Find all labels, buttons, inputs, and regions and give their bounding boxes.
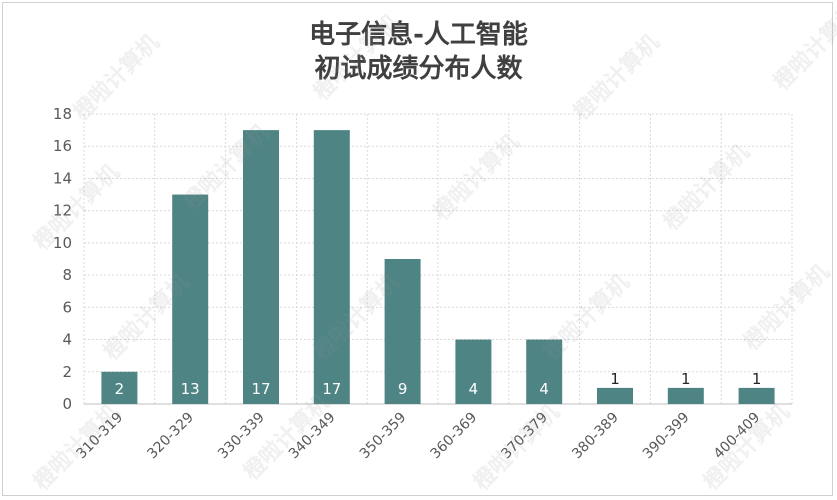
y-tick-label: 4 — [62, 331, 72, 349]
data-label: 4 — [469, 380, 479, 398]
x-tick-label: 350-359 — [357, 410, 410, 463]
data-label: 17 — [251, 380, 270, 398]
data-label: 1 — [610, 370, 620, 388]
x-tick-label: 370-379 — [498, 410, 551, 463]
data-label: 1 — [681, 370, 691, 388]
x-tick-label: 310-319 — [74, 410, 127, 463]
bar — [243, 130, 279, 404]
data-label: 4 — [539, 380, 549, 398]
bar — [526, 339, 563, 404]
bar — [597, 387, 633, 404]
x-tick-label: 320-329 — [144, 410, 197, 463]
data-label: 1 — [752, 370, 762, 388]
data-label: 2 — [115, 380, 125, 398]
y-tick-label: 12 — [53, 202, 72, 220]
chart-title-line-1: 电子信息-人工智能 — [309, 20, 528, 50]
x-tick-label: 330-339 — [215, 410, 268, 463]
y-tick-label: 6 — [62, 298, 72, 316]
y-tick-label: 14 — [53, 169, 72, 187]
bar — [313, 130, 350, 404]
x-tick-label: 400-409 — [711, 410, 764, 463]
bar — [384, 259, 421, 404]
y-tick-label: 18 — [53, 105, 72, 123]
chart-title-line-2: 初试成绩分布人数 — [314, 54, 523, 84]
bar — [455, 339, 492, 404]
x-tick-label: 360-369 — [428, 410, 481, 463]
y-tick-label: 10 — [53, 234, 72, 252]
y-tick-label: 2 — [62, 363, 72, 381]
data-label: 13 — [181, 380, 200, 398]
bar — [738, 387, 775, 404]
y-tick-label: 8 — [62, 266, 72, 284]
bar — [172, 194, 209, 404]
y-tick-label: 0 — [62, 395, 72, 413]
x-tick-label: 390-399 — [640, 410, 693, 463]
chart-title: 电子信息-人工智能 初试成绩分布人数 — [0, 18, 837, 86]
x-tick-label: 380-389 — [569, 410, 622, 463]
data-label: 9 — [398, 380, 408, 398]
bar — [101, 371, 138, 404]
y-tick-label: 16 — [53, 137, 72, 155]
data-label: 17 — [322, 380, 341, 398]
x-tick-label: 340-349 — [286, 410, 339, 463]
bar — [667, 387, 704, 404]
